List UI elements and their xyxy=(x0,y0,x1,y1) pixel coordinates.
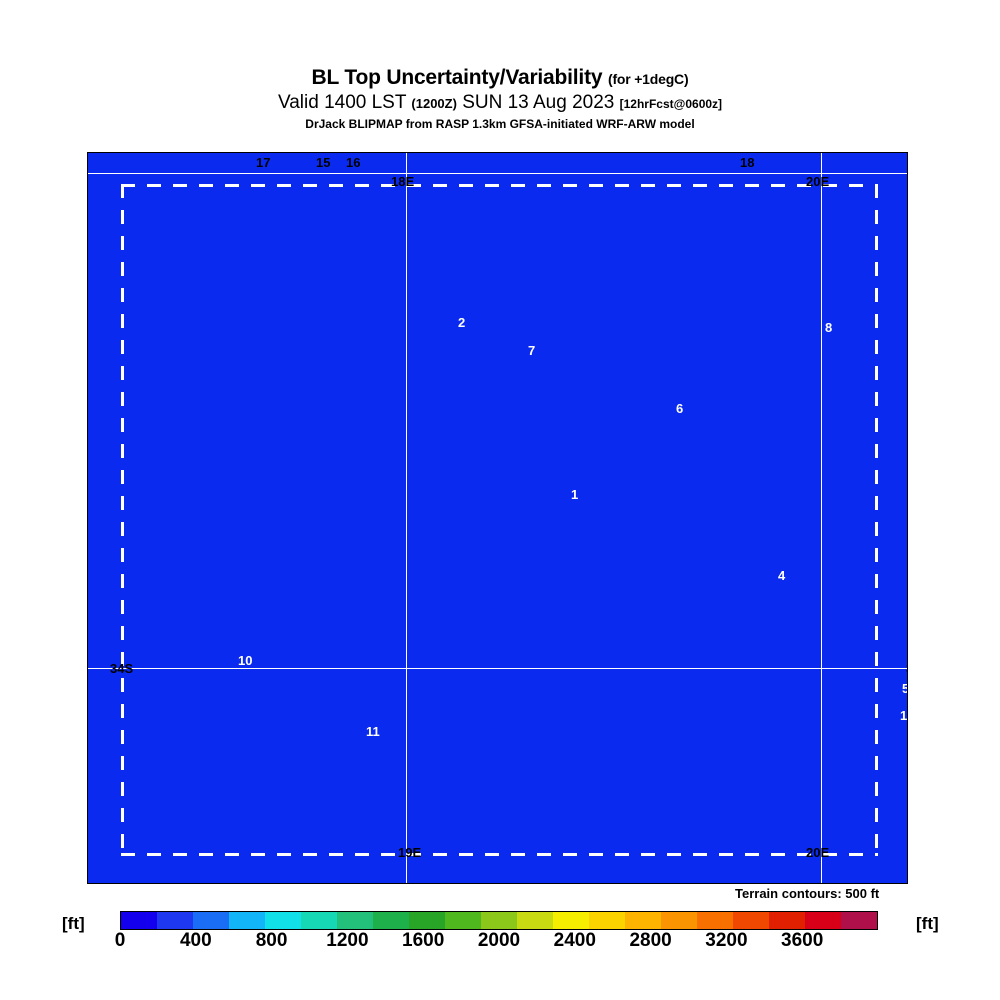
colorbar-swatch xyxy=(157,912,193,929)
chart-title-qualifier: (for +1degC) xyxy=(607,71,689,87)
colorbar-tick-label: 0 xyxy=(114,930,126,951)
colorbar-swatch xyxy=(337,912,373,929)
colorbar-swatch xyxy=(697,912,733,929)
colorbar-tick-label: 2000 xyxy=(477,930,521,951)
colorbar-tick-label: 3600 xyxy=(781,930,824,951)
colorbar-swatch xyxy=(121,912,157,929)
colorbar-tick-label: 1200 xyxy=(326,930,369,951)
forecast-hour-label: [12hrFcst@0600z] xyxy=(619,97,723,111)
waypoint-marker[interactable]: 6 xyxy=(676,401,684,416)
gridline-lat-34s xyxy=(88,668,907,669)
graticule-label: 15 xyxy=(316,155,331,170)
colorbar-swatch xyxy=(229,912,265,929)
valid-time-zulu: (1200Z) xyxy=(411,96,457,111)
colorbar-tick-label: 2800 xyxy=(629,930,672,951)
colorbar[interactable] xyxy=(120,911,878,930)
colorbar-swatch xyxy=(625,912,661,929)
graticule-label: 20E xyxy=(806,174,830,189)
colorbar-unit-left: [ft] xyxy=(62,914,85,933)
colorbar-swatch xyxy=(409,912,445,929)
domain-box-left xyxy=(121,184,124,856)
gridline-top-border xyxy=(88,173,907,174)
graticule-label: 19E xyxy=(398,845,422,860)
colorbar-swatch xyxy=(301,912,337,929)
colorbar-tick-labels: 0 400 800 1200 1600 2000 2400 2800 3200 3600 xyxy=(0,930,1000,956)
chart-title: BL Top Uncertainty/Variability (for +1de… xyxy=(0,66,1000,91)
colorbar-swatch xyxy=(193,912,229,929)
waypoint-marker[interactable]: 5 xyxy=(902,681,907,696)
colorbar-swatch xyxy=(373,912,409,929)
chart-title-main: BL Top Uncertainty/Variability xyxy=(311,66,603,89)
colorbar-tick-label: 400 xyxy=(179,930,212,951)
terrain-contour-note: Terrain contours: 500 ft xyxy=(735,886,880,901)
colorbar-swatch xyxy=(553,912,589,929)
gridline-lon-18e xyxy=(406,153,407,883)
colorbar-swatch xyxy=(517,912,553,929)
colorbar-unit-right: [ft] xyxy=(916,914,939,933)
colorbar-swatch xyxy=(661,912,697,929)
waypoint-marker[interactable]: 13 xyxy=(900,708,908,723)
waypoint-marker[interactable]: 4 xyxy=(778,568,786,583)
colorbar-tick-label: 1600 xyxy=(402,930,445,951)
model-source-label: DrJack BLIPMAP from RASP 1.3km GFSA-init… xyxy=(305,117,695,131)
colorbar-swatch xyxy=(265,912,301,929)
graticule-label: 18 xyxy=(740,155,755,170)
valid-date-label: SUN 13 Aug 2023 xyxy=(462,92,615,113)
title-block: BL Top Uncertainty/Variability (for +1de… xyxy=(0,66,1000,132)
colorbar-tick-label: 2400 xyxy=(553,930,596,951)
colorbar-swatch xyxy=(769,912,805,929)
graticule-label: 34S xyxy=(906,661,907,676)
waypoint-marker[interactable]: 7 xyxy=(528,343,536,358)
graticule-label: 16 xyxy=(346,155,361,170)
weather-map[interactable]: 17 15 16 18 18E 20E 34S 34S 19E 20E 2 7 6 8 1 4 10 11 5 13 xyxy=(87,152,908,884)
waypoint-marker[interactable]: 8 xyxy=(825,320,833,335)
colorbar-tick-label: 3200 xyxy=(705,930,748,951)
colorbar-tick-label: 800 xyxy=(255,930,288,951)
colorbar-swatch xyxy=(481,912,517,929)
colorbar-swatch xyxy=(841,912,877,929)
colorbar-swatch xyxy=(589,912,625,929)
colorbar-swatch xyxy=(805,912,841,929)
domain-box-right xyxy=(875,184,878,856)
graticule-label: 17 xyxy=(256,155,271,170)
graticule-label: 20E xyxy=(806,845,830,860)
waypoint-marker[interactable]: 10 xyxy=(238,653,253,668)
colorbar-swatch xyxy=(733,912,769,929)
waypoint-marker[interactable]: 11 xyxy=(366,724,380,739)
graticule-label: 34S xyxy=(110,661,134,676)
waypoint-marker[interactable]: 1 xyxy=(571,487,579,502)
domain-box-bottom xyxy=(121,853,878,856)
gridline-lon-20e xyxy=(821,153,822,883)
valid-time-label: Valid 1400 LST xyxy=(277,92,407,113)
map-raster-layer xyxy=(88,153,907,883)
domain-box-top xyxy=(121,184,878,187)
waypoint-marker[interactable]: 2 xyxy=(458,315,466,330)
chart-subtitle: Valid 1400 LST (1200Z) SUN 13 Aug 2023 [… xyxy=(0,91,1000,116)
colorbar-swatch xyxy=(445,912,481,929)
graticule-label: 18E xyxy=(391,174,415,189)
